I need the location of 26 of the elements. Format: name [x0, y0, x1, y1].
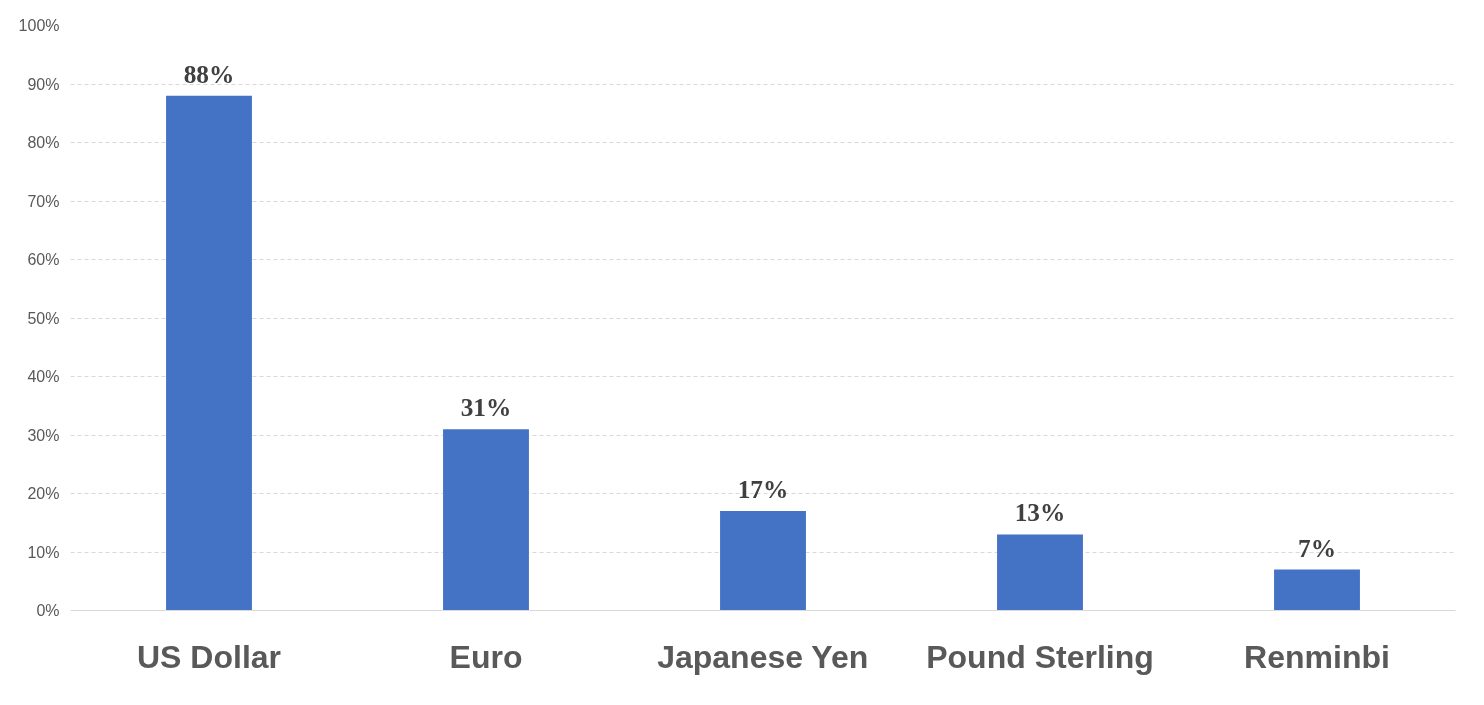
- x-tick-label: Japanese Yen: [657, 638, 869, 675]
- data-label: 13%: [1014, 498, 1066, 527]
- bar: [166, 95, 252, 611]
- y-tick-label: 60%: [27, 251, 60, 268]
- bar: [720, 511, 806, 611]
- data-label: 88%: [183, 59, 235, 88]
- bar: [997, 534, 1083, 611]
- y-tick-label: 100%: [18, 17, 60, 34]
- y-tick-label: 30%: [27, 426, 60, 444]
- bar: [1274, 569, 1360, 611]
- data-label: 17%: [737, 475, 789, 504]
- y-tick-label: 20%: [27, 485, 60, 502]
- y-tick-label: 10%: [27, 543, 60, 561]
- x-tick-label: US Dollar: [136, 638, 282, 675]
- bar: [443, 429, 529, 611]
- y-tick-label: 80%: [27, 134, 60, 151]
- data-label: 7%: [1298, 533, 1336, 562]
- y-tick-label: 70%: [27, 192, 60, 210]
- x-tick-label: Euro: [449, 638, 523, 675]
- y-tick-label: 50%: [27, 309, 60, 327]
- y-tick-label: 90%: [27, 75, 60, 93]
- y-tick-label: 40%: [27, 368, 60, 385]
- x-tick-label: Renminbi: [1244, 638, 1390, 675]
- data-label: 31%: [460, 393, 512, 422]
- y-tick-label: 0%: [36, 602, 60, 619]
- x-tick-label: Pound Sterling: [926, 638, 1154, 675]
